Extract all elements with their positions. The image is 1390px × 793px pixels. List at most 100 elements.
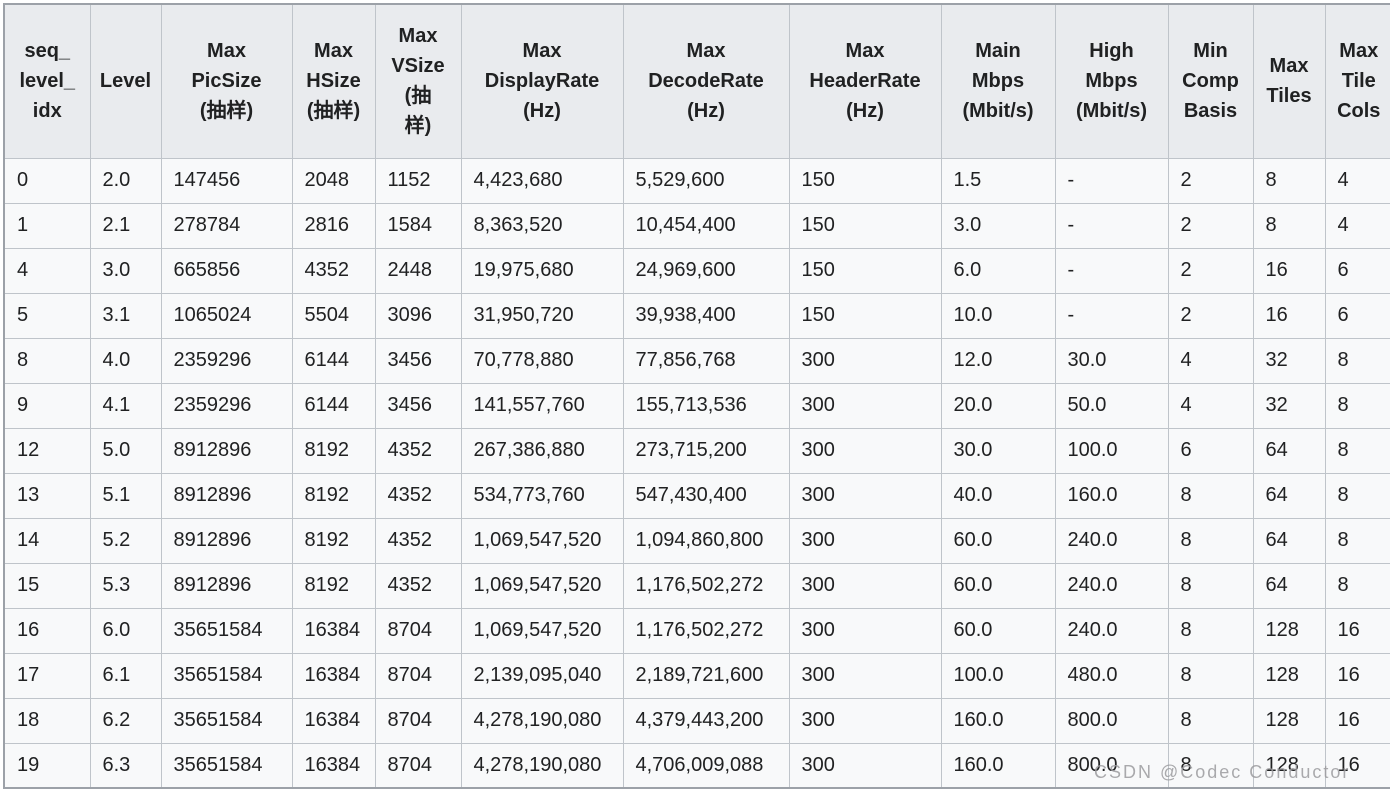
table-cell-max_displayrate: 1,069,547,520 [460,517,624,564]
table-cell-high_mbps: 160.0 [1054,472,1169,519]
table-header-row: seq_ level_ idx Level Max PicSize (抽样) Max … [3,3,1390,159]
table-cell-max_vsize: 1584 [374,202,462,249]
table-body: 0 2.0 147456 2048 1152 4,423,680 5,529,600 150 1… [3,157,1390,789]
table-cell-seq_level_idx: 15 [3,562,91,609]
column-header-max_displayrate: Max DisplayRate (Hz) [460,3,624,159]
table-cell-max_tiles: 64 [1252,517,1326,564]
table-cell-level: 5.3 [89,562,162,609]
table-cell-max_hsize: 8192 [291,517,376,564]
table-cell-max_tiles: 32 [1252,337,1326,384]
column-header-main_mbps: Main Mbps (Mbit/s) [940,3,1056,159]
table-cell-min_comp_basis: 2 [1167,292,1254,339]
table-cell-level: 2.0 [89,157,162,204]
table-cell-max_decoderate: 1,176,502,272 [622,607,790,654]
table-cell-seq_level_idx: 8 [3,337,91,384]
table-cell-max_tile_cols: 16 [1324,697,1390,744]
table-cell-max_headerrate: 300 [788,742,942,789]
table-cell-level: 4.1 [89,382,162,429]
table-cell-max_tiles: 128 [1252,697,1326,744]
column-header-max_hsize: Max HSize (抽样) [291,3,376,159]
table-cell-max_decoderate: 2,189,721,600 [622,652,790,699]
table-cell-max_decoderate: 1,094,860,800 [622,517,790,564]
table-cell-max_tiles: 64 [1252,472,1326,519]
table-cell-main_mbps: 6.0 [940,247,1056,294]
table-cell-max_displayrate: 267,386,880 [460,427,624,474]
table-cell-max_picsize: 35651584 [160,607,293,654]
table-cell-max_tiles: 8 [1252,157,1326,204]
table-cell-high_mbps: 800.0 [1054,742,1169,789]
table-cell-level: 6.1 [89,652,162,699]
table-cell-level: 6.3 [89,742,162,789]
table-cell-max_displayrate: 4,278,190,080 [460,697,624,744]
av1-levels-table: seq_ level_ idx Level Max PicSize (抽样) Max … [3,3,1390,789]
table-cell-level: 6.0 [89,607,162,654]
table-cell-max_hsize: 6144 [291,337,376,384]
table-cell-max_tile_cols: 4 [1324,202,1390,249]
table-cell-max_displayrate: 1,069,547,520 [460,607,624,654]
table-cell-max_displayrate: 70,778,880 [460,337,624,384]
table-cell-max_tiles: 128 [1252,607,1326,654]
table-row: 5 3.1 1065024 5504 3096 31,950,720 39,938,400 1… [3,292,1390,339]
table-cell-high_mbps: 30.0 [1054,337,1169,384]
table-cell-high_mbps: 240.0 [1054,607,1169,654]
table-cell-max_decoderate: 5,529,600 [622,157,790,204]
table-cell-main_mbps: 12.0 [940,337,1056,384]
column-header-min_comp_basis: Min Comp Basis [1167,3,1254,159]
table-row: 12 5.0 8912896 8192 4352 267,386,880 273,715,2… [3,427,1390,474]
table-cell-seq_level_idx: 12 [3,427,91,474]
table-cell-seq_level_idx: 1 [3,202,91,249]
table-cell-max_displayrate: 4,278,190,080 [460,742,624,789]
table-cell-max_tile_cols: 16 [1324,607,1390,654]
table-cell-max_vsize: 4352 [374,517,462,564]
table-cell-max_hsize: 4352 [291,247,376,294]
column-header-max_vsize: Max VSize (抽 样) [374,3,462,159]
table-row: 17 6.1 35651584 16384 8704 2,139,095,040 2,189… [3,652,1390,699]
table-cell-level: 5.2 [89,517,162,564]
table-cell-seq_level_idx: 14 [3,517,91,564]
table-cell-max_decoderate: 547,430,400 [622,472,790,519]
table-cell-max_displayrate: 8,363,520 [460,202,624,249]
table-cell-max_hsize: 6144 [291,382,376,429]
table-header: seq_ level_ idx Level Max PicSize (抽样) Max … [3,3,1390,159]
table-cell-max_vsize: 4352 [374,472,462,519]
table-cell-max_vsize: 8704 [374,742,462,789]
table-row: 14 5.2 8912896 8192 4352 1,069,547,520 1,094,8… [3,517,1390,564]
table-cell-max_picsize: 1065024 [160,292,293,339]
table-cell-min_comp_basis: 6 [1167,427,1254,474]
column-header-max_picsize: Max PicSize (抽样) [160,3,293,159]
table-cell-max_tile_cols: 8 [1324,562,1390,609]
table-cell-level: 3.1 [89,292,162,339]
table-cell-max_decoderate: 273,715,200 [622,427,790,474]
table-cell-max_picsize: 665856 [160,247,293,294]
table-cell-min_comp_basis: 8 [1167,562,1254,609]
table-cell-max_headerrate: 300 [788,337,942,384]
table-cell-min_comp_basis: 2 [1167,157,1254,204]
table-cell-max_tile_cols: 8 [1324,337,1390,384]
table-cell-max_displayrate: 4,423,680 [460,157,624,204]
table-cell-level: 5.1 [89,472,162,519]
table-cell-seq_level_idx: 5 [3,292,91,339]
table-cell-main_mbps: 10.0 [940,292,1056,339]
table-cell-max_vsize: 3456 [374,382,462,429]
table-cell-min_comp_basis: 8 [1167,472,1254,519]
column-header-max_tile_cols: Max Tile Cols [1324,3,1390,159]
table-cell-max_tiles: 16 [1252,247,1326,294]
table-cell-high_mbps: - [1054,202,1169,249]
table-cell-min_comp_basis: 2 [1167,202,1254,249]
table-cell-max_headerrate: 150 [788,247,942,294]
table-cell-max_tiles: 128 [1252,742,1326,789]
table-row: 4 3.0 665856 4352 2448 19,975,680 24,969,600 15… [3,247,1390,294]
table-cell-max_decoderate: 10,454,400 [622,202,790,249]
table-cell-max_hsize: 16384 [291,607,376,654]
table-cell-max_hsize: 16384 [291,652,376,699]
table-cell-max_vsize: 2448 [374,247,462,294]
table-row: 0 2.0 147456 2048 1152 4,423,680 5,529,600 150 1… [3,157,1390,204]
table-cell-max_decoderate: 4,379,443,200 [622,697,790,744]
table-cell-max_headerrate: 300 [788,427,942,474]
table-cell-max_tile_cols: 16 [1324,652,1390,699]
table-cell-max_headerrate: 300 [788,382,942,429]
table-cell-max_tiles: 64 [1252,562,1326,609]
table-cell-max_tiles: 64 [1252,427,1326,474]
table-cell-max_headerrate: 150 [788,202,942,249]
table-cell-max_displayrate: 534,773,760 [460,472,624,519]
